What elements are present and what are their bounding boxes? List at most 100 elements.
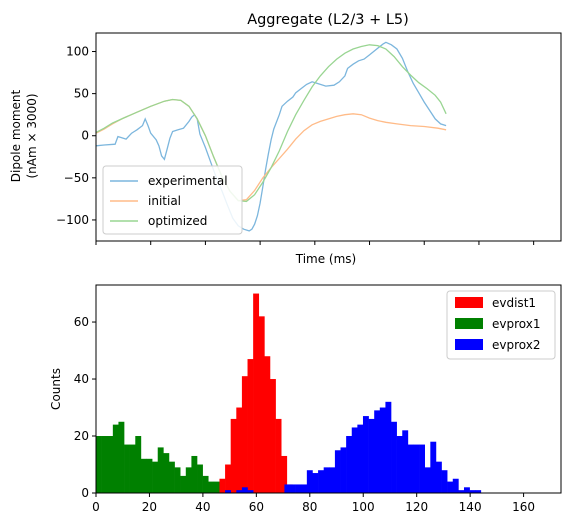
- bar-evprox2: [441, 470, 448, 493]
- bar-evprox2: [469, 490, 476, 493]
- legend-evprox1-label: evprox1: [492, 317, 540, 331]
- bar-evprox2: [452, 478, 459, 493]
- legend-evdist1-label: evdist1: [492, 296, 536, 310]
- bar-evprox2: [241, 487, 248, 493]
- bottom-legend: evdist1 evprox1 evprox2: [446, 290, 556, 360]
- bar-evprox2: [247, 490, 254, 493]
- bottom-y-tick-label: 40: [74, 372, 89, 386]
- top-x-axis-label: Time (ms): [295, 252, 357, 266]
- top-y-tick-label: 100: [66, 45, 89, 59]
- bar-evprox2: [379, 407, 386, 493]
- bar-evprox2: [351, 427, 358, 493]
- legend-evprox2-label: evprox2: [492, 338, 540, 352]
- bar-evdist1: [269, 379, 276, 493]
- bar-evprox1: [191, 455, 198, 493]
- legend-optimized-label: optimized: [148, 214, 207, 228]
- top-chart-title: Aggregate (L2/3 + L5): [247, 12, 409, 28]
- bar-evprox2: [301, 484, 308, 493]
- bar-evdist1: [275, 418, 282, 493]
- bar-evprox1: [168, 461, 175, 493]
- bar-evprox2: [329, 467, 336, 493]
- bar-evprox2: [396, 436, 403, 493]
- legend-evdist1-swatch: [455, 297, 483, 308]
- bar-evprox2: [236, 490, 243, 493]
- bar-evprox2: [295, 484, 302, 493]
- legend-evprox2-swatch: [455, 339, 483, 350]
- bar-evdist1: [253, 293, 260, 493]
- bar-evprox2: [306, 470, 313, 493]
- bar-evprox2: [458, 490, 465, 493]
- bar-evdist1: [258, 316, 265, 493]
- bar-evprox2: [391, 421, 397, 493]
- bar-evprox2: [413, 444, 420, 493]
- top-y-ticks: −100 −50 0 50 100: [56, 45, 96, 227]
- bottom-histogram-bars: [96, 293, 482, 493]
- bar-evprox2: [368, 418, 375, 493]
- bar-evdist1: [225, 464, 231, 493]
- bar-evprox1: [146, 458, 153, 493]
- bar-evdist1: [281, 455, 288, 493]
- bar-evdist1: [241, 376, 248, 493]
- top-y-tick-label: −100: [56, 213, 89, 227]
- top-legend-box: [102, 165, 243, 235]
- bar-evdist1: [247, 359, 254, 493]
- bottom-x-tick-label: 60: [249, 500, 264, 514]
- bottom-y-axis-label: Counts: [49, 368, 63, 410]
- bar-evprox1: [140, 458, 147, 493]
- series-line-optimized: [95, 44, 447, 203]
- bar-evprox1: [135, 436, 142, 493]
- bar-evprox1: [174, 467, 181, 493]
- legend-evprox1-swatch: [455, 318, 483, 329]
- bar-evprox1: [152, 461, 159, 493]
- bottom-y-tick-label: 60: [74, 315, 89, 329]
- top-x-ticks: [95, 241, 535, 245]
- top-y-tick-label: −50: [64, 171, 89, 185]
- bottom-x-tick-label: 160: [512, 500, 535, 514]
- bar-evdist1: [264, 356, 271, 493]
- bottom-x-tick-label: 40: [195, 500, 210, 514]
- bar-evdist1: [219, 478, 226, 493]
- bar-evprox2: [463, 487, 470, 493]
- legend-experimental-label: experimental: [148, 174, 228, 188]
- bar-evprox2: [340, 447, 347, 493]
- bar-evprox2: [284, 484, 291, 493]
- bar-evprox2: [346, 436, 353, 493]
- bar-evprox1: [96, 436, 102, 493]
- top-y-axis-label-line-1: Dipole moment: [9, 89, 23, 182]
- bottom-axes-frame: [95, 284, 562, 494]
- top-plot-area: [95, 41, 447, 232]
- bar-evprox2: [435, 461, 442, 493]
- bar-evprox2: [357, 424, 364, 493]
- bar-evprox1: [118, 421, 125, 493]
- bar-evprox2: [419, 444, 425, 493]
- bottom-x-tick-label: 120: [405, 500, 428, 514]
- bar-evprox1: [129, 444, 136, 493]
- bar-evprox1: [112, 424, 119, 493]
- bar-evprox2: [430, 441, 437, 493]
- bar-evprox1: [124, 444, 130, 493]
- bar-evprox1: [180, 475, 187, 493]
- top-y-tick-label: 50: [74, 87, 89, 101]
- bar-evprox2: [374, 410, 381, 493]
- bottom-x-tick-label: 20: [142, 500, 157, 514]
- bar-evprox2: [402, 430, 409, 493]
- bar-evdist1: [236, 407, 243, 493]
- bottom-x-ticks: 0 20 40 60 80 100 120 140 160: [92, 493, 535, 514]
- bar-evprox1: [202, 475, 209, 493]
- bar-evprox2: [290, 484, 296, 493]
- bottom-x-tick-label: 80: [302, 500, 317, 514]
- bottom-y-tick-label: 20: [74, 429, 89, 443]
- bar-evprox2: [225, 490, 231, 493]
- bottom-x-tick-label: 140: [459, 500, 482, 514]
- bar-evprox1: [213, 481, 220, 493]
- bottom-y-tick-label: 0: [81, 486, 89, 500]
- bar-evprox2: [424, 467, 431, 493]
- bar-evprox2: [334, 450, 341, 493]
- bar-evprox2: [318, 470, 324, 493]
- bar-evprox1: [163, 453, 170, 493]
- top-panel: Aggregate (L2/3 + L5) −100 −50 0 50 100 Time…: [9, 12, 562, 266]
- bar-evprox1: [101, 436, 108, 493]
- bar-evprox2: [385, 401, 392, 493]
- top-y-axis-label-line-2: (nAm × 3000): [25, 93, 39, 178]
